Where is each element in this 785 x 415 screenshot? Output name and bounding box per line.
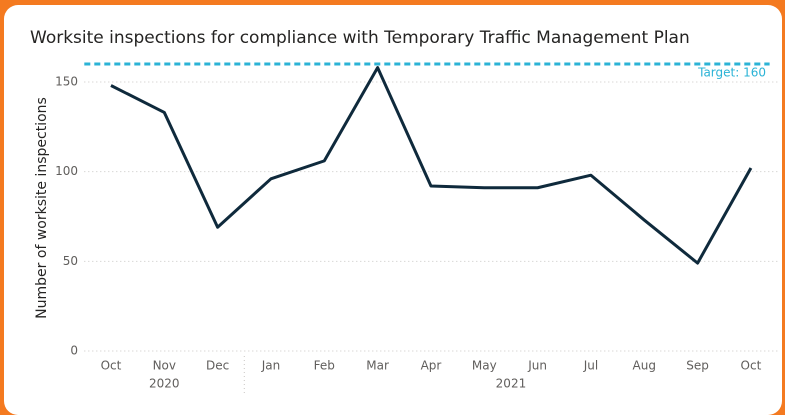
x-tick-label: Jul [583, 359, 598, 373]
x-tick-label: Jan [261, 359, 281, 373]
x-group-label: 2020 [149, 377, 180, 391]
x-tick-label: Apr [421, 359, 442, 373]
x-tick-label: Mar [366, 359, 389, 373]
x-tick-label: Jun [527, 359, 547, 373]
x-tick-label: Oct [741, 359, 762, 373]
x-tick-label: Feb [314, 359, 335, 373]
y-tick-label: 100 [55, 164, 78, 178]
x-tick-label: May [472, 359, 497, 373]
x-tick-label: Nov [153, 359, 176, 373]
x-tick-label: Dec [206, 359, 229, 373]
y-tick-label: 150 [55, 74, 78, 88]
y-tick-label: 0 [70, 344, 78, 358]
x-tick-label: Oct [101, 359, 122, 373]
line-series [110, 66, 753, 265]
target-label: Target: 160 [697, 66, 766, 80]
x-tick-label: Aug [633, 359, 656, 373]
y-tick-label: 50 [63, 254, 78, 268]
chart-panel [4, 5, 782, 415]
chart-title: Worksite inspections for compliance with… [30, 28, 690, 48]
y-axis-label: Number of worksite inspections [34, 97, 50, 319]
x-tick-label: Sep [686, 359, 709, 373]
x-group-label: 2021 [496, 377, 527, 391]
